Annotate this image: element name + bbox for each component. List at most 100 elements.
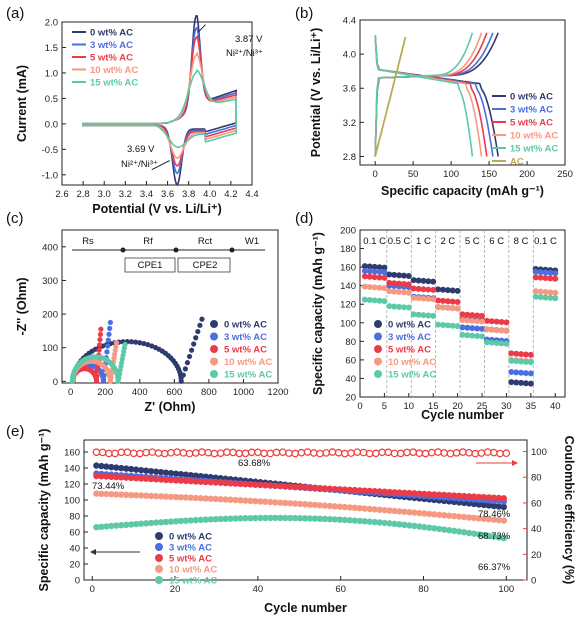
capacity-point (162, 469, 170, 476)
ce-point (403, 448, 411, 457)
capacity-point (192, 472, 199, 479)
legend-label: 10 wt% AC (224, 357, 272, 368)
rate-point (483, 326, 490, 333)
capacity-point (495, 516, 503, 524)
capacity-point (401, 489, 408, 497)
rate-point (537, 274, 544, 281)
capacity-point (341, 503, 349, 511)
y2-tick-label: 100 (531, 447, 547, 458)
legend-label: 0 wt% AC (90, 28, 133, 39)
rate-label: 0.5 C (388, 236, 411, 247)
rate-point (405, 289, 412, 296)
capacity-point (475, 515, 483, 522)
y-tick-label: 1.5 (45, 43, 58, 54)
ce-point (341, 449, 349, 458)
capacity-point (272, 482, 279, 489)
capacity-point (316, 502, 324, 509)
capacity-point (386, 488, 393, 496)
legend-label: 15 wt% AC (224, 370, 272, 381)
rate-point (488, 318, 495, 325)
x-tick-label: 3.2 (119, 189, 132, 200)
capacity-point (172, 518, 180, 525)
x-tick-label: 200 (97, 387, 113, 398)
ce-point (409, 448, 417, 456)
capacity-point (500, 517, 508, 524)
eis-point (112, 347, 118, 353)
ce-point (223, 448, 231, 456)
y-tick-label: 20 (345, 393, 356, 404)
y2-axis-label: Coulombic efficiency (%) (562, 436, 576, 585)
x-axis-label: Potential (V vs. Li/Li⁺) (92, 202, 222, 216)
x-tick-label: 4.4 (245, 189, 258, 200)
legend-marker (374, 345, 382, 353)
capacity-point (450, 512, 458, 520)
rate-point (518, 379, 525, 386)
ce-point (285, 449, 293, 457)
legend-marker (210, 357, 218, 366)
ce-point (309, 449, 318, 457)
y-axis-label: Specific capacity (mAh g⁻¹) (311, 232, 325, 395)
ce-point (372, 449, 380, 458)
x-tick-label: 0 (90, 584, 95, 595)
ce-point (198, 448, 206, 456)
capacity-point (142, 475, 150, 482)
eis-point (107, 319, 113, 326)
eis-point (101, 372, 107, 379)
legend-label: 15 wt% AC (510, 144, 558, 155)
capacity-point (470, 514, 478, 522)
x-tick-label: 100 (498, 584, 514, 595)
rate-point (410, 294, 417, 301)
capacity-point (113, 491, 120, 498)
capacity-point (222, 496, 229, 503)
capacity-point (192, 494, 199, 502)
ce-point (434, 448, 442, 456)
ce-point (291, 449, 299, 458)
legend-label: 5 wt% AC (388, 345, 431, 356)
capacity-point (490, 516, 498, 523)
legend-label: 3 wt% AC (169, 543, 212, 554)
capacity-point (366, 487, 373, 495)
capacity-point (455, 528, 463, 535)
rate-point (488, 339, 495, 346)
capacity-point (426, 490, 433, 498)
eis-point (96, 342, 103, 348)
x-axis-label: Cycle number (264, 601, 347, 615)
rate-point (508, 350, 515, 357)
rate-point (366, 263, 373, 270)
legend-label: 3 wt% AC (510, 105, 553, 116)
x-tick-label: 100 (443, 169, 459, 180)
capacity-point (416, 523, 423, 530)
capacity-point (242, 497, 249, 504)
capacity-point (247, 497, 254, 505)
capacity-point (500, 503, 508, 511)
rate-point (474, 318, 481, 325)
eis-point (133, 339, 139, 345)
capacity-point (301, 484, 309, 491)
capacity-point (406, 509, 413, 516)
circuit-node (173, 247, 179, 253)
rate-point (400, 272, 407, 279)
capacity-point (421, 523, 428, 531)
capacity-point (366, 518, 373, 525)
capacity-point (455, 492, 463, 500)
capacity-point (495, 503, 503, 510)
ce-point (191, 449, 200, 457)
capacity-point (132, 520, 140, 528)
capacity-point (386, 507, 393, 514)
rate-point (479, 333, 486, 340)
capacity-point (401, 521, 408, 529)
rate-point (459, 316, 466, 323)
rate-point (522, 351, 529, 358)
capacity-point (436, 525, 443, 533)
rate-point (371, 268, 378, 275)
eis-point (178, 378, 184, 384)
capacity-point (113, 473, 120, 481)
y-tick-label: 60 (69, 528, 80, 539)
panel-c: (c) 0 200 400 600 800 1000 1200 0 100 200 300 400 Z' … (6, 210, 289, 414)
capacity-point (361, 487, 368, 494)
x-tick-label: 1200 (267, 387, 288, 398)
capacity-point (291, 514, 299, 522)
capacity-point (311, 484, 319, 492)
circuit-cpe1-label: CPE1 (138, 260, 163, 271)
rate-point (542, 269, 549, 276)
